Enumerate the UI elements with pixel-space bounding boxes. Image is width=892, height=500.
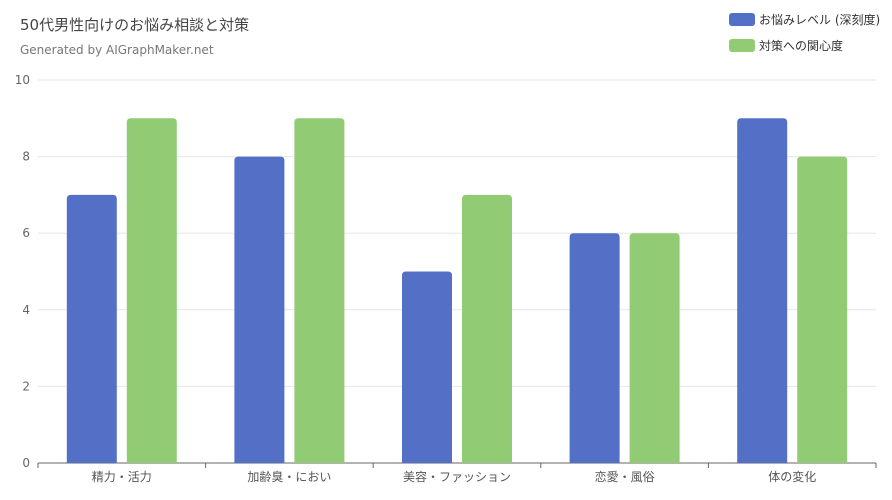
bar-series-2 [294, 118, 345, 464]
x-category-label: 精力・活力 [92, 470, 152, 484]
legend-item-series-2[interactable]: 対策への関心度 [729, 36, 880, 54]
legend-label-series-2: 対策への関心度 [759, 38, 844, 53]
x-category-label: 体の変化 [768, 469, 816, 484]
y-tick-label: 2 [22, 379, 30, 393]
chart-title: 50代男性向けのお悩み相談と対策 [20, 16, 250, 34]
bar-series-1 [66, 194, 117, 463]
bar-series-1 [737, 118, 788, 464]
legend-item-series-1[interactable]: お悩みレベル (深刻度) [729, 10, 880, 28]
legend-label-series-1: お悩みレベル (深刻度) [759, 12, 881, 27]
bar-series-1 [569, 233, 620, 463]
y-tick-label: 0 [22, 456, 30, 470]
bar-series-1 [402, 271, 452, 463]
x-category-label: 加齢臭・におい [247, 469, 331, 484]
bar-series-1 [234, 156, 285, 463]
y-tick-label: 8 [22, 150, 30, 164]
y-tick-label: 10 [15, 73, 30, 87]
bar-series-2 [629, 233, 680, 463]
x-category-label: 恋愛・風俗 [595, 469, 655, 484]
bar-series-2 [797, 156, 848, 463]
legend: お悩みレベル (深刻度) 対策への関心度 [729, 10, 880, 62]
bar-series-2 [126, 118, 177, 464]
y-tick-label: 4 [22, 303, 30, 317]
chart-subtitle: Generated by AIGraphMaker.net [20, 43, 214, 57]
bar-series-2 [462, 194, 512, 463]
y-tick-label: 6 [22, 226, 30, 240]
legend-swatch-series-2 [729, 38, 755, 52]
legend-swatch-series-1 [729, 12, 755, 26]
x-category-label: 美容・ファッション [403, 469, 511, 484]
